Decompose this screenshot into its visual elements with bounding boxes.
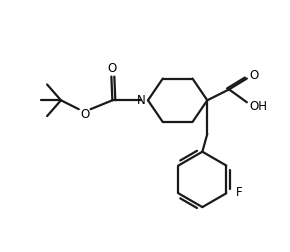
Text: O: O: [249, 69, 258, 82]
Text: N: N: [137, 94, 145, 107]
Text: O: O: [80, 108, 89, 121]
Text: F: F: [236, 186, 242, 199]
Text: O: O: [108, 62, 117, 75]
Text: OH: OH: [250, 100, 268, 113]
